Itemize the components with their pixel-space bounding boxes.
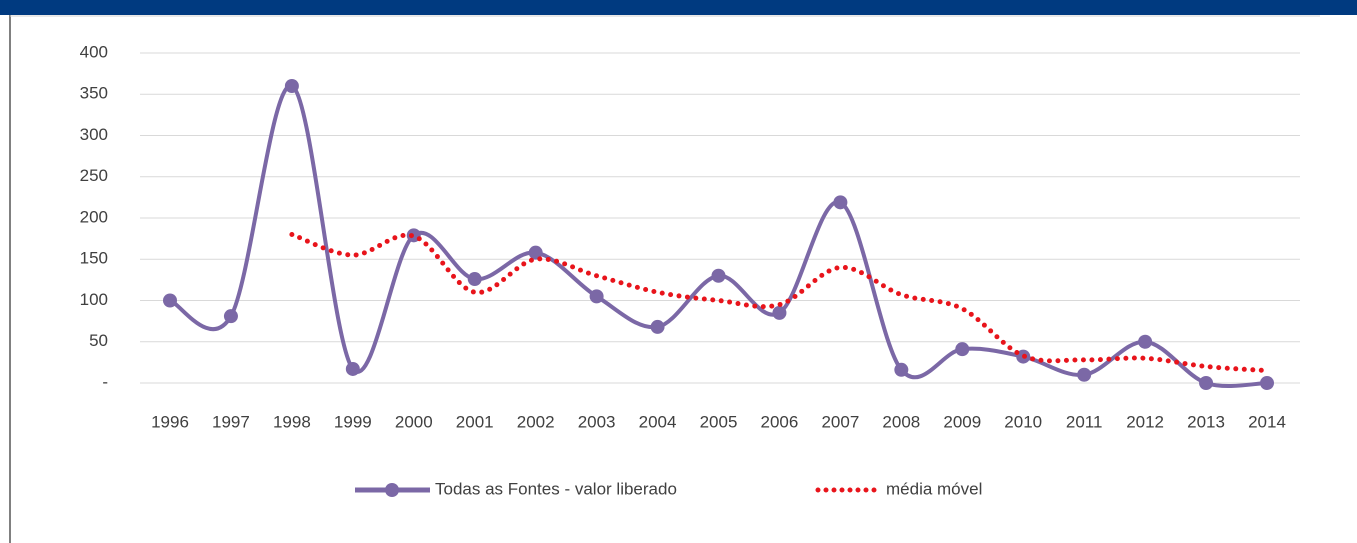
x-tick-label: 2001 — [456, 412, 494, 431]
legend-label: média móvel — [886, 479, 982, 498]
data-point — [1199, 376, 1214, 390]
data-point — [1138, 334, 1153, 349]
x-tick-label: 1999 — [334, 412, 372, 431]
x-tick-label: 2014 — [1248, 412, 1286, 431]
data-point — [1260, 376, 1274, 390]
legend-marker — [385, 483, 399, 497]
legend-label: Todas as Fontes - valor liberado — [435, 479, 677, 498]
data-point — [955, 342, 970, 357]
x-tick-label: 2005 — [700, 412, 738, 431]
x-tick-label: 1998 — [273, 412, 311, 431]
x-tick-label: 2008 — [882, 412, 920, 431]
series-line — [289, 232, 1270, 374]
y-tick-label: 350 — [80, 84, 108, 103]
y-tick-label: 150 — [80, 249, 108, 268]
data-point — [284, 79, 299, 93]
y-tick-label: 250 — [80, 166, 108, 185]
x-tick-label: 2003 — [578, 412, 616, 431]
data-point — [772, 305, 787, 320]
x-tick-label: 2012 — [1126, 412, 1164, 431]
x-tick-label: 2000 — [395, 412, 433, 431]
x-tick-label: 1996 — [151, 412, 189, 431]
data-point — [223, 309, 238, 324]
x-tick-label: 2010 — [1004, 412, 1042, 431]
data-point — [650, 319, 665, 334]
header-bar — [0, 0, 1357, 15]
y-tick-label: 50 — [89, 331, 108, 350]
data-point — [833, 195, 848, 210]
x-tick-label: 2011 — [1066, 412, 1103, 431]
x-tick-label: 2004 — [639, 412, 677, 431]
data-point — [467, 272, 482, 287]
data-point — [1077, 367, 1092, 382]
x-tick-label: 2013 — [1187, 412, 1225, 431]
y-tick-label: 100 — [80, 290, 108, 309]
legend: Todas as Fontes - valor liberado média m… — [355, 479, 982, 498]
data-point — [589, 289, 604, 304]
y-tick-label: 200 — [80, 207, 108, 226]
data-point — [711, 268, 726, 283]
x-tick-label: 2006 — [761, 412, 799, 431]
x-tick-label: 2009 — [943, 412, 981, 431]
x-tick-label: 2007 — [821, 412, 859, 431]
y-tick-label: - — [102, 372, 108, 391]
data-point — [345, 361, 360, 376]
series-line — [169, 84, 1268, 389]
data-point — [163, 293, 177, 308]
data-point — [894, 362, 909, 377]
y-tick-label: 300 — [80, 125, 108, 144]
y-tick-label: 400 — [80, 42, 108, 61]
x-tick-label: 1997 — [212, 412, 250, 431]
data-point — [528, 245, 543, 260]
x-tick-label: 2002 — [517, 412, 555, 431]
